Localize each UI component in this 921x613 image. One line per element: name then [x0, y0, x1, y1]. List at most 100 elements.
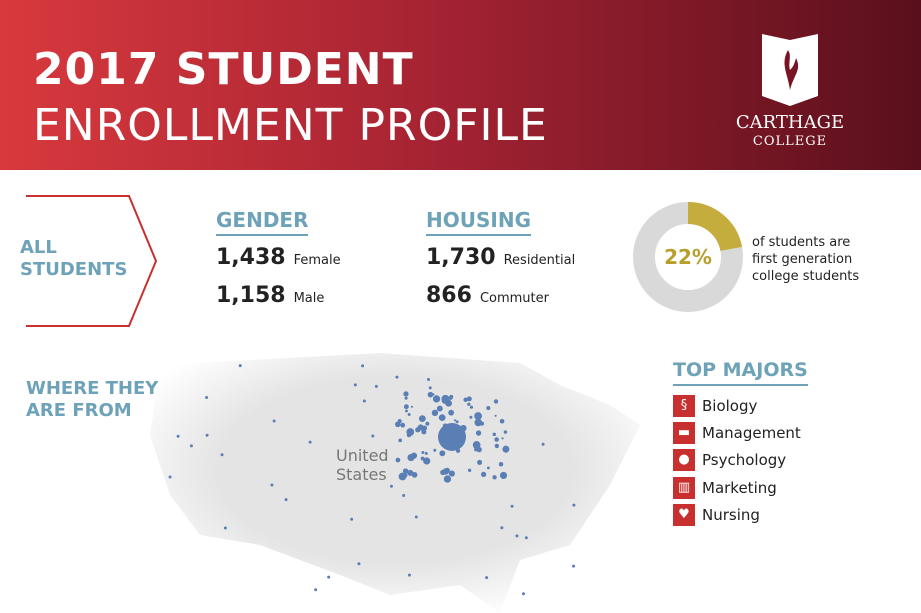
title-line-1: 2017 STUDENT	[33, 44, 414, 95]
map-dot	[357, 562, 361, 566]
map-dot	[486, 466, 490, 470]
where-line2: ARE FROM	[26, 400, 132, 421]
map-dot	[492, 475, 497, 480]
map-dot	[350, 517, 354, 521]
heart-icon: ♥	[673, 504, 695, 526]
map-dot	[414, 515, 418, 519]
map-dot	[474, 418, 483, 427]
map-dot	[168, 475, 172, 479]
map-dot	[444, 429, 449, 434]
map-dot	[431, 409, 439, 417]
residential-count: 1,730	[426, 245, 496, 270]
major-label: Psychology	[702, 451, 787, 469]
map-dot	[494, 437, 499, 442]
first-gen-percent: 22%	[664, 245, 712, 269]
map-dot	[498, 461, 504, 467]
map-dot	[439, 433, 446, 440]
commuter-label: Commuter	[479, 291, 549, 306]
title-line-2: ENROLLMENT PROFILE	[33, 100, 548, 151]
country-line2: States	[336, 465, 387, 484]
map-dot	[395, 375, 399, 379]
commuter-count: 866	[426, 283, 472, 308]
map-dot	[467, 468, 472, 472]
map-dot	[438, 423, 466, 451]
map-dot	[220, 453, 224, 457]
map-dot	[404, 396, 408, 400]
map-dot	[439, 450, 446, 457]
map-dot	[405, 409, 408, 413]
country-label: United States	[336, 446, 389, 484]
map-dot	[223, 526, 227, 530]
map-dot	[472, 441, 481, 449]
all-students-label: ALL STUDENTS	[20, 237, 127, 281]
map-dot	[455, 420, 459, 424]
map-dot	[494, 414, 497, 417]
map-dot	[521, 592, 525, 596]
map-dot	[503, 430, 508, 434]
map-dot	[475, 430, 482, 436]
fg-line1: of students are	[752, 235, 851, 250]
map-dot	[572, 503, 576, 507]
map-dot	[374, 384, 378, 388]
map-dot	[422, 425, 428, 431]
dna-icon: §	[673, 395, 695, 417]
where-heading: WHERE THEY ARE FROM	[26, 378, 158, 422]
country-line1: United	[336, 446, 389, 465]
map-dot	[466, 396, 472, 402]
map-dot	[270, 483, 274, 487]
map-dot	[448, 395, 453, 400]
us-map	[150, 353, 640, 613]
map-dot	[418, 415, 426, 423]
map-dot	[402, 468, 409, 474]
female-stat: 1,438 Female	[216, 245, 341, 274]
map-dot	[494, 443, 500, 449]
map-dot	[541, 442, 545, 446]
map-dot	[436, 405, 443, 412]
map-dot	[467, 402, 471, 406]
map-dot	[327, 575, 331, 579]
map-dot	[448, 427, 456, 436]
male-count: 1,158	[216, 283, 286, 308]
all-students-arrow	[26, 195, 158, 327]
map-dot	[420, 426, 423, 429]
major-nursing: ♥ Nursing	[673, 504, 760, 526]
map-dot	[432, 395, 441, 403]
map-dot	[460, 424, 467, 432]
book-flame-icon	[762, 34, 818, 106]
map-dot	[407, 454, 415, 462]
commuter-stat: 866 Commuter	[426, 283, 549, 312]
female-count: 1,438	[216, 245, 286, 270]
major-biology: § Biology	[673, 395, 757, 417]
map-dot	[403, 391, 409, 397]
map-dot	[502, 445, 510, 453]
map-dot	[176, 434, 180, 438]
female-label: Female	[293, 253, 341, 268]
map-dot	[448, 409, 455, 416]
map-dot	[423, 457, 431, 465]
map-dot	[395, 421, 401, 428]
map-dot	[395, 457, 401, 463]
first-gen-donut	[633, 202, 743, 312]
map-dot	[572, 564, 576, 568]
where-line1: WHERE THEY	[26, 378, 159, 399]
map-dot	[515, 534, 519, 538]
chart-icon: ▥	[673, 477, 695, 499]
map-dot	[453, 419, 457, 422]
map-dot	[440, 469, 446, 476]
map-dot	[493, 399, 499, 404]
map-dot	[411, 471, 418, 478]
residential-label: Residential	[503, 253, 576, 268]
map-dot	[406, 432, 412, 438]
map-dot	[403, 404, 409, 410]
residential-stat: 1,730 Residential	[426, 245, 575, 274]
map-dot	[448, 470, 455, 477]
major-management: ▬ Management	[673, 422, 801, 444]
map-dot	[443, 475, 452, 483]
map-dot	[402, 493, 406, 497]
fg-line3: college students	[752, 269, 860, 284]
major-marketing: ▥ Marketing	[673, 477, 777, 499]
map-dot	[404, 473, 408, 478]
major-psychology: ● Psychology	[673, 449, 786, 471]
briefcase-icon: ▬	[673, 422, 695, 444]
major-label: Marketing	[702, 479, 777, 497]
